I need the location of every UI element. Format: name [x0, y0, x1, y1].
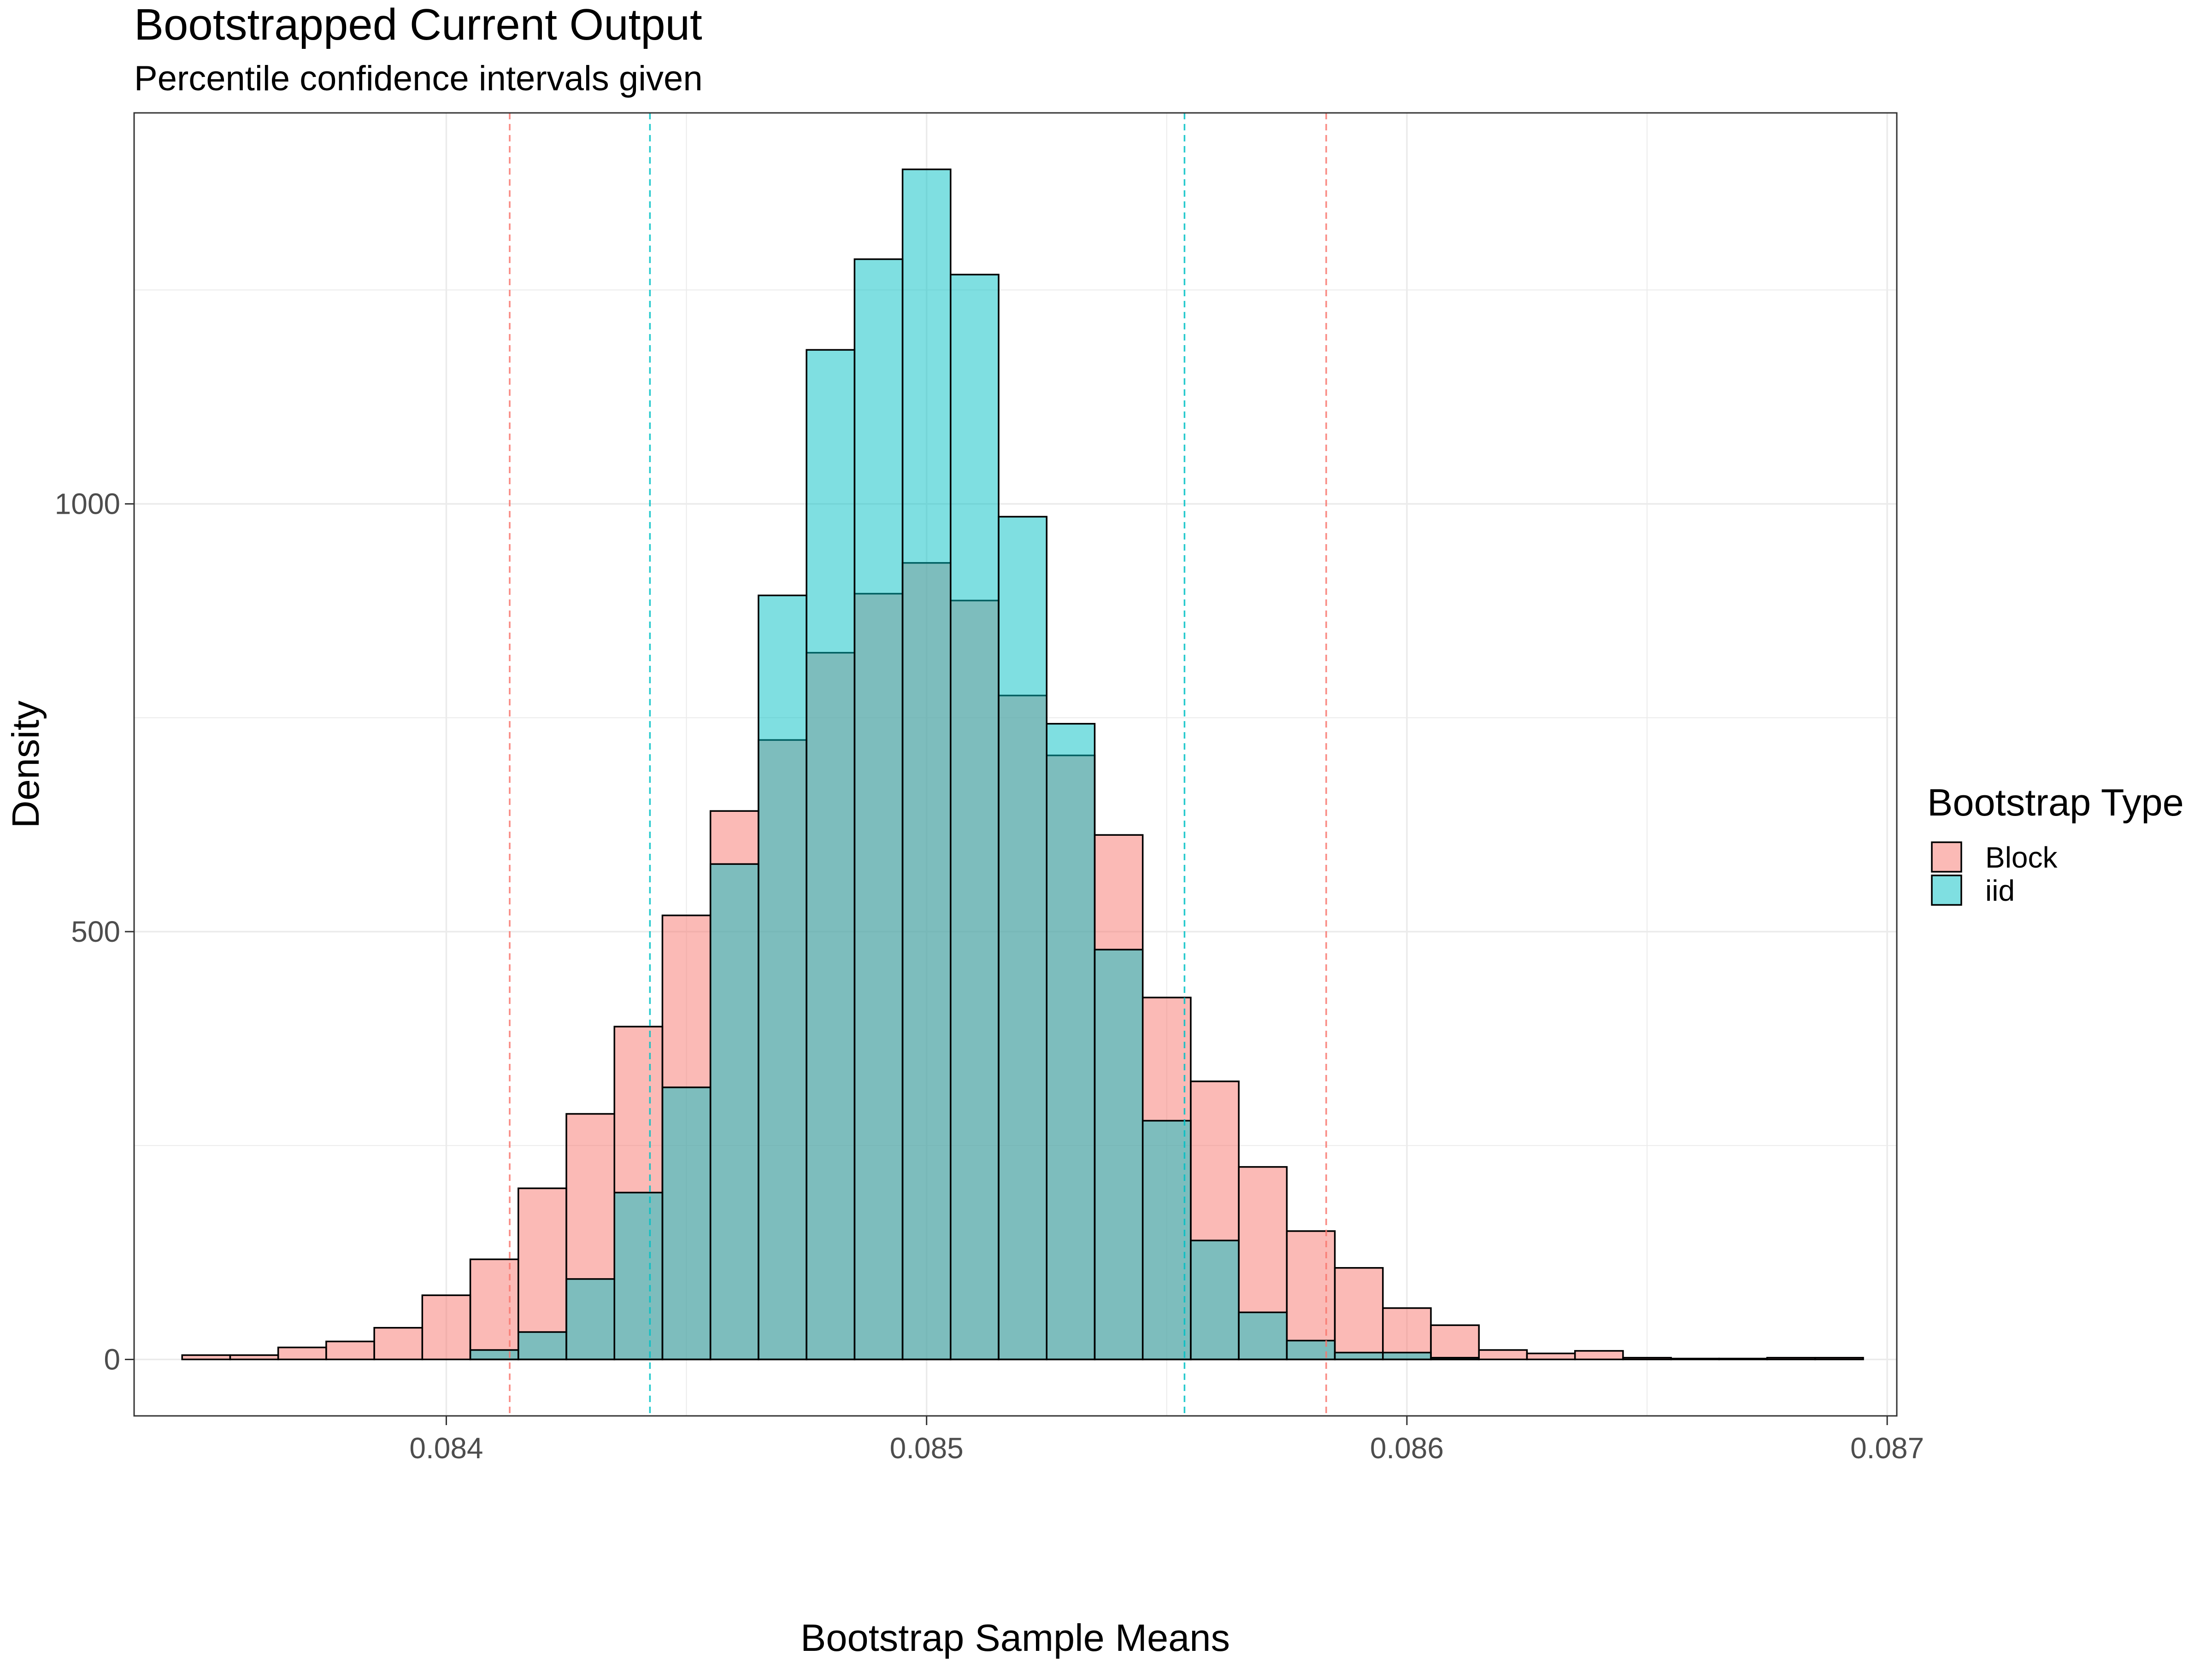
block-bar — [1430, 1324, 1480, 1361]
chart-title: Bootstrapped Current Output — [134, 0, 702, 49]
iid-bar — [613, 1191, 664, 1361]
iid-bar — [950, 274, 1000, 1361]
iid-bar — [518, 1331, 567, 1361]
confidence-interval-lines — [509, 113, 1327, 1416]
y-tick-label: 0 — [104, 1343, 120, 1376]
block-bar — [1382, 1307, 1432, 1361]
x-tick-label: 0.087 — [1850, 1432, 1924, 1465]
x-tick-label: 0.086 — [1370, 1432, 1444, 1465]
iid-bar — [1141, 1120, 1192, 1361]
x-axis-title: Bootstrap Sample Means — [800, 1616, 1230, 1659]
chart-subtitle: Percentile confidence intervals given — [134, 59, 703, 98]
iid-bar — [1430, 1356, 1480, 1361]
block-bar — [1622, 1356, 1672, 1361]
block-bar — [181, 1354, 231, 1361]
iid-bar — [901, 168, 952, 1361]
iid-bar — [1334, 1351, 1384, 1361]
iid-bar — [565, 1278, 615, 1361]
legend-title: Bootstrap Type — [1927, 781, 2184, 824]
legend-label-block: Block — [1985, 841, 2058, 874]
block-bar — [1718, 1357, 1768, 1361]
block-bar — [373, 1326, 424, 1361]
block-bar — [1526, 1352, 1576, 1361]
block-bar — [1478, 1349, 1528, 1361]
legend-key-block — [1931, 841, 1962, 873]
block-bar — [1766, 1356, 1816, 1361]
legend-key-iid — [1931, 875, 1962, 906]
plot-panel-border — [133, 112, 1898, 1417]
iid-bar — [758, 594, 807, 1361]
block-bar — [1334, 1267, 1384, 1361]
y-tick-label: 500 — [71, 915, 120, 948]
block-bar — [229, 1354, 279, 1361]
iid-bar — [998, 516, 1047, 1361]
iid-bar — [1238, 1311, 1288, 1361]
iid-bar — [661, 1086, 712, 1361]
iid-bar — [1046, 723, 1096, 1361]
legend-label-iid: iid — [1985, 874, 2015, 907]
y-axis-title: Density — [4, 700, 47, 828]
block-bar — [1670, 1357, 1720, 1361]
y-tick-label: 1000 — [55, 487, 120, 521]
y-axis-ticks: 0 500 1000 — [55, 487, 134, 1376]
iid-bar — [1190, 1239, 1240, 1361]
block-bar — [1574, 1350, 1624, 1361]
x-tick-label: 0.084 — [409, 1432, 483, 1465]
block-bar — [277, 1346, 327, 1361]
block-bar — [421, 1294, 471, 1361]
iid-bar — [1286, 1339, 1336, 1361]
grid-minor — [134, 113, 1897, 1416]
block-bar — [325, 1340, 375, 1361]
iid-bar — [853, 258, 904, 1361]
iid-bar — [469, 1349, 519, 1361]
block-bar — [1814, 1356, 1864, 1361]
iid-bar — [709, 863, 759, 1361]
x-axis-ticks: 0.084 0.085 0.086 0.087 — [409, 1416, 1924, 1465]
iid-bar — [1094, 949, 1144, 1361]
x-tick-label: 0.085 — [890, 1432, 964, 1465]
iid-bars — [469, 168, 1480, 1361]
block-bar — [469, 1258, 519, 1361]
iid-bar — [806, 349, 856, 1361]
iid-bar — [1382, 1351, 1432, 1361]
